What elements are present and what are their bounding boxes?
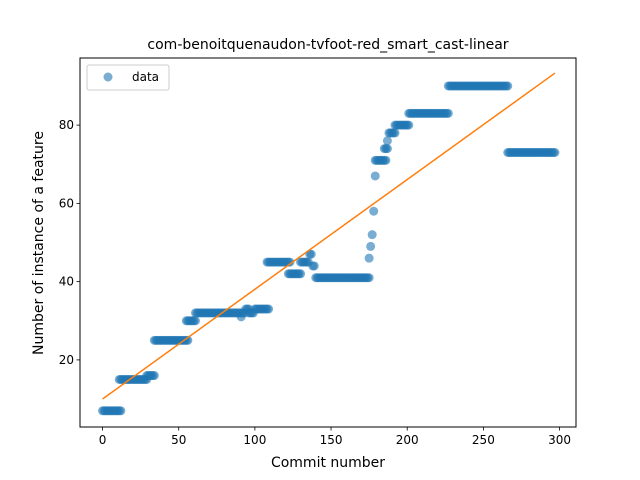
data-points	[98, 81, 560, 416]
data-point	[264, 304, 274, 314]
y-tick-label: 80	[59, 118, 74, 132]
data-point	[370, 171, 380, 181]
x-tick-label: 50	[171, 433, 186, 447]
data-point	[149, 371, 159, 381]
legend-label: data	[132, 70, 159, 84]
data-point	[366, 241, 376, 251]
y-axis: 20 40 60 80	[59, 118, 80, 367]
y-tick-label: 40	[59, 275, 74, 289]
data-point	[364, 253, 374, 263]
x-axis: 0 50 100 150 200 250 300	[99, 427, 571, 447]
fit-line	[102, 72, 556, 400]
data-point	[116, 406, 126, 416]
data-point	[382, 136, 392, 146]
x-tick-label: 250	[472, 433, 495, 447]
data-point	[285, 257, 295, 267]
y-axis-label: Number of instance of a feature	[31, 131, 47, 355]
x-axis-label: Commit number	[271, 455, 385, 471]
data-point	[404, 120, 414, 130]
data-point	[364, 273, 374, 283]
y-tick-label: 60	[59, 196, 74, 210]
data-point	[381, 155, 391, 165]
x-tick-label: 100	[243, 433, 266, 447]
data-point	[382, 144, 392, 154]
y-tick-label: 20	[59, 353, 74, 367]
data-point	[367, 230, 377, 240]
data-point	[306, 249, 316, 259]
data-point	[443, 108, 453, 118]
legend: data	[86, 64, 170, 91]
legend-marker	[103, 72, 113, 82]
legend-box	[86, 64, 170, 91]
data-point	[183, 335, 193, 345]
x-tick-label: 0	[99, 433, 107, 447]
plot-frame	[79, 57, 577, 428]
data-point	[369, 206, 379, 216]
data-point	[309, 261, 319, 271]
data-point	[390, 128, 400, 138]
data-point	[550, 148, 560, 157]
x-tick-label: 150	[320, 433, 343, 447]
data-point	[190, 316, 200, 326]
x-tick-label: 300	[548, 433, 571, 447]
x-tick-label: 200	[396, 433, 419, 447]
chart-title: com-benoitquenaudon-tvfoot-red_smart_cas…	[147, 37, 508, 53]
data-point	[503, 81, 513, 91]
data-point	[296, 269, 306, 279]
